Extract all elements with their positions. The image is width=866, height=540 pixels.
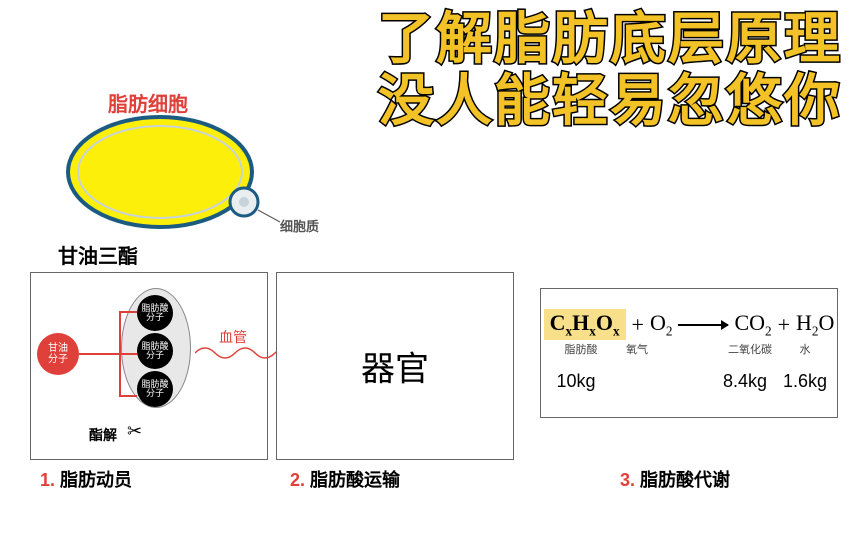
fat-cell-svg	[62, 110, 282, 240]
eq-label-1: 氧气	[612, 341, 662, 357]
fatty-acid-molecule-1: 脂肪酸 分子	[137, 295, 173, 331]
equation-weights: 10kg 8.4kg 1.6kg	[541, 371, 837, 392]
glycerol-line1: 甘油	[48, 343, 68, 354]
glycerol-molecule: 甘油 分子	[37, 333, 79, 375]
equation-labels: 脂肪酸 氧气 二氧化碳 水	[541, 341, 837, 357]
scissors-icon: ✂	[127, 421, 142, 442]
eq-w-2: 8.4kg	[713, 371, 777, 392]
panel-metabolism: CxHxOx + O2 CO2 + H2O 脂肪酸 氧气 二氧化碳 水 10kg…	[540, 288, 838, 418]
fatty-acid-molecule-3: 脂肪酸 分子	[137, 371, 173, 407]
step-1-text: 脂肪动员	[60, 470, 132, 490]
step-2-text: 脂肪酸运输	[310, 470, 400, 490]
eq-label-2: 二氧化碳	[718, 341, 782, 357]
eq-label-3: 水	[782, 341, 828, 357]
eq-product1: CO2	[734, 310, 771, 339]
eq-label-0: 脂肪酸	[550, 341, 612, 357]
glycerol-line2: 分子	[48, 354, 68, 365]
step-3-label: 3. 脂肪酸代谢	[620, 466, 730, 492]
triglyceride-label: 甘油三酯	[58, 240, 138, 269]
eq-reactant2: O2	[650, 310, 672, 339]
connector-line	[119, 311, 137, 313]
panel-mobilization: 甘油 分子 脂肪酸 分子 脂肪酸 分子 脂肪酸 分子 酯解 ✂ 血管	[30, 272, 268, 460]
organ-text: 器官	[361, 342, 429, 391]
headline: 了解脂肪底层原理 没人能轻易忽悠你	[378, 8, 842, 131]
fatty-acid-molecule-2: 脂肪酸 分子	[137, 333, 173, 369]
fa-label-l2: 分子	[146, 351, 164, 360]
connector-line	[79, 353, 121, 355]
step-2-num: 2.	[290, 470, 305, 490]
fa-label-l2: 分子	[146, 313, 164, 322]
step-2-label: 2. 脂肪酸运输	[290, 466, 400, 492]
eq-plus: +	[632, 312, 644, 338]
equation-row: CxHxOx + O2 CO2 + H2O	[541, 309, 837, 340]
headline-line-2: 没人能轻易忽悠你	[378, 70, 842, 132]
step-3-num: 3.	[620, 470, 635, 490]
step-3-text: 脂肪酸代谢	[640, 470, 730, 490]
eq-product2: H2O	[796, 310, 834, 339]
eq-plus2: +	[778, 312, 790, 338]
ester-hydrolysis-label: 酯解	[89, 425, 117, 445]
eq-arrow-icon	[678, 324, 728, 326]
panel-transport: 器官	[276, 272, 514, 460]
fat-cell-diagram	[62, 110, 282, 245]
cytoplasm-label: 细胞质	[280, 216, 319, 235]
eq-w-0: 10kg	[545, 371, 607, 392]
eq-reactant1: CxHxOx	[544, 309, 626, 340]
blood-vessel-label: 血管	[219, 327, 247, 347]
connector-line	[119, 395, 137, 397]
fa-label-l2: 分子	[146, 389, 164, 398]
eq-w-3: 1.6kg	[777, 371, 833, 392]
step-1-num: 1.	[40, 470, 55, 490]
headline-line-1: 了解脂肪底层原理	[378, 8, 842, 70]
step-1-label: 1. 脂肪动员	[40, 466, 132, 492]
connector-line	[119, 353, 137, 355]
